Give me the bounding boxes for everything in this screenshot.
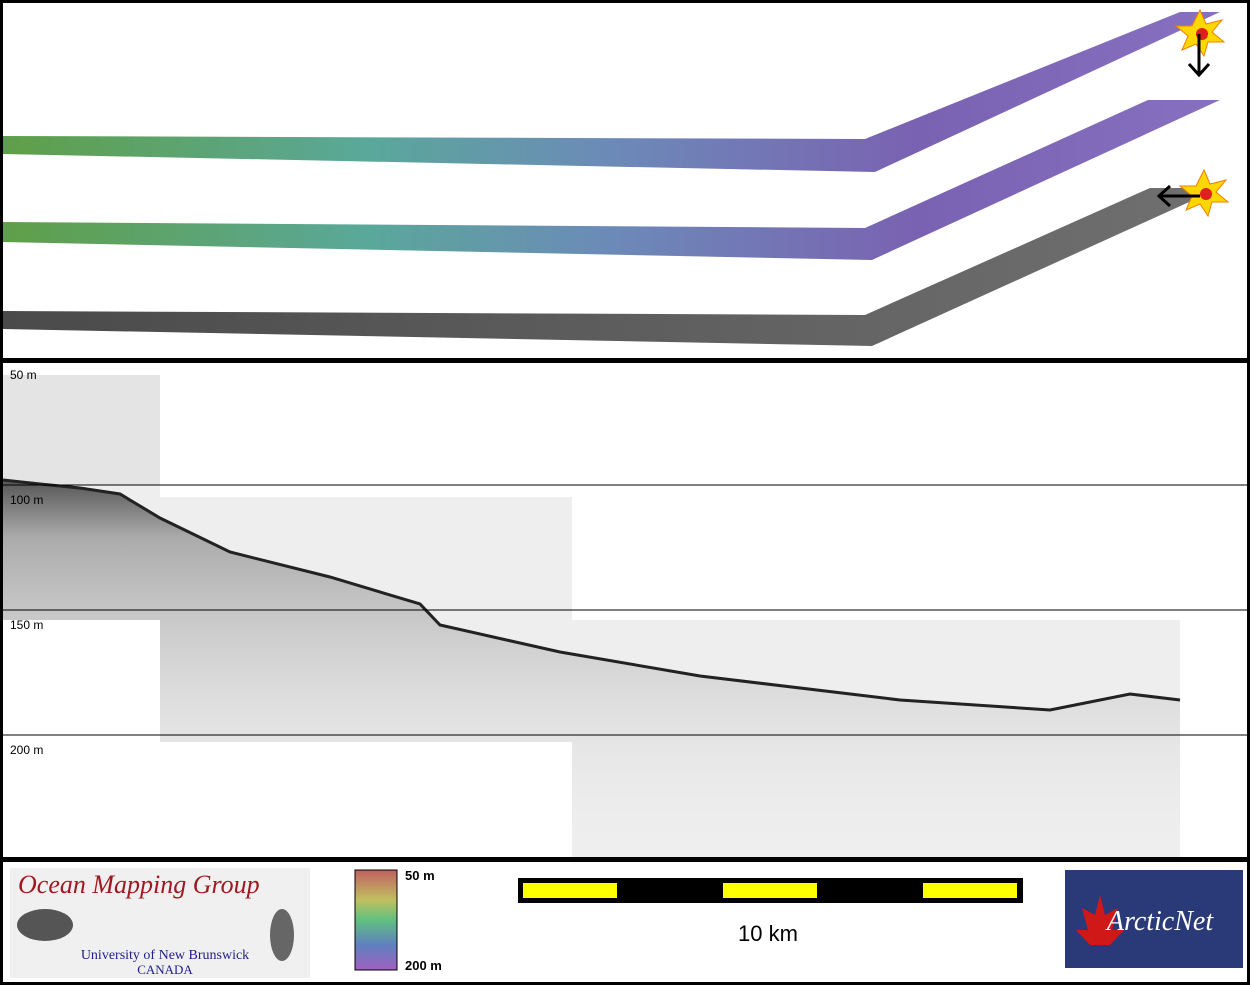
arrow bbox=[1187, 34, 1211, 78]
omg-logo: Ocean Mapping Group University of New Br… bbox=[10, 868, 310, 978]
colorbar-label: 50 m bbox=[405, 868, 435, 883]
profile-section bbox=[3, 375, 160, 485]
arrow bbox=[1156, 184, 1200, 208]
seafloor bbox=[2, 478, 1181, 712]
arcticnet-logo: ArcticNet bbox=[1065, 870, 1243, 968]
sediment bbox=[3, 480, 1180, 857]
scale-label: 10 km bbox=[738, 921, 798, 946]
depth-label: 150 m bbox=[10, 618, 43, 632]
colorbar-label: 200 m bbox=[405, 958, 442, 973]
colorbar bbox=[354, 869, 398, 971]
backscatter-strip bbox=[3, 188, 1220, 346]
depth-lines bbox=[3, 484, 1247, 736]
depth-label: 200 m bbox=[10, 743, 43, 757]
logo-country: CANADA bbox=[137, 962, 193, 977]
depth-label: 100 m bbox=[10, 493, 43, 507]
sun-icon bbox=[1178, 168, 1230, 218]
logo-arcticnet: ArcticNet bbox=[1105, 906, 1214, 937]
logo-university: University of New Brunswick bbox=[81, 948, 249, 963]
swath-strip bbox=[3, 12, 1220, 172]
logo-title: Ocean Mapping Group bbox=[18, 870, 260, 899]
swath-strip bbox=[3, 100, 1220, 260]
depth-label: 50 m bbox=[10, 368, 37, 382]
map-panel bbox=[3, 3, 1247, 358]
scale-bar bbox=[518, 878, 1023, 903]
